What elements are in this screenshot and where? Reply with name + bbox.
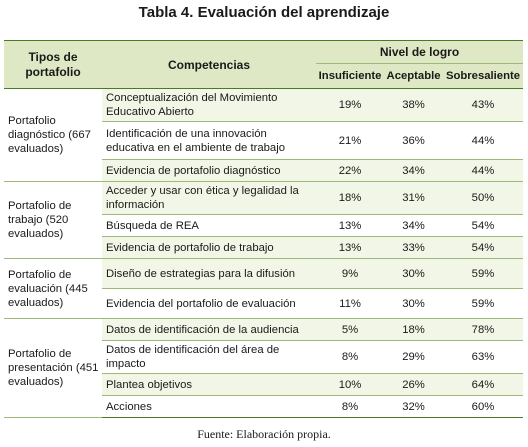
sobresaliente-value-cell: 50% — [442, 181, 523, 215]
insuficiente-value-cell: 22% — [316, 159, 385, 182]
aceptable-value-cell: 26% — [384, 373, 443, 396]
insuficiente-value-cell: 10% — [316, 373, 385, 396]
portfolio-type-cell: Portafolio diagnóstico (667 evaluados) — [4, 88, 102, 182]
table-row: Acciones 8% 32% 60% — [4, 395, 523, 418]
aceptable-value-cell: 33% — [384, 236, 443, 259]
table-row: Identificación de una innovación educati… — [4, 121, 523, 160]
portfolio-type-cell: Portafolio de presentación (451 evaluado… — [4, 318, 102, 418]
table-header-row: Tipos de portafolio Competencias Nivel d… — [4, 40, 523, 89]
table-row: Búsqueda de REA 13% 34% 54% — [4, 214, 523, 237]
insuficiente-value-cell: 5% — [316, 318, 385, 341]
competencia-cell: Acceder y usar con ética y legalidad la … — [102, 181, 316, 215]
competencia-cell: Plantea objetivos — [102, 373, 316, 396]
competencia-cell: Búsqueda de REA — [102, 214, 316, 237]
aceptable-value-cell: 29% — [384, 340, 443, 374]
table-row: Portafolio diagnóstico (667 evaluados) Co… — [4, 88, 523, 182]
header-sobresaliente: Sobresaliente — [442, 63, 523, 89]
table-row: Evidencia de portafolio de trabajo 13% 33%… — [4, 236, 523, 259]
aceptable-value-cell: 30% — [384, 258, 443, 289]
insuficiente-value-cell: 8% — [316, 395, 385, 418]
table-row: Evidencia del portafolio de evaluación 11… — [4, 288, 523, 319]
table-body: Portafolio diagnóstico (667 evaluados) Co… — [4, 88, 523, 418]
sobresaliente-value-cell: 64% — [442, 373, 523, 396]
learning-evaluation-table: Tipos de portafolio Competencias Nivel d… — [4, 40, 523, 418]
insuficiente-value-cell: 19% — [316, 88, 385, 122]
aceptable-value-cell: 36% — [384, 121, 443, 160]
table-title: Tabla 4. Evaluación del aprendizaje — [138, 4, 390, 21]
portfolio-type-cell: Portafolio de evaluación (445 evaluados) — [4, 258, 102, 319]
competencia-cell: Datos de identificación de la audiencia — [102, 318, 316, 341]
competencia-cell: Identificación de una innovación educati… — [102, 121, 316, 160]
aceptable-value-cell: 30% — [384, 288, 443, 319]
competencia-cell: Diseño de estrategias para la difusión — [102, 258, 316, 289]
table-row: Portafolio de presentación (451 evaluado… — [4, 318, 523, 418]
sobresaliente-value-cell: 43% — [442, 88, 523, 122]
header-insuficiente: Insuficiente — [316, 63, 385, 89]
header-competencias: Competencias — [102, 40, 316, 89]
competencia-cell: Datos de identificación del área de impa… — [102, 340, 316, 374]
competencia-cell: Conceptualización del Movimiento Educati… — [102, 88, 316, 122]
aceptable-value-cell: 34% — [384, 159, 443, 182]
sobresaliente-value-cell: 44% — [442, 121, 523, 160]
sobresaliente-value-cell: 78% — [442, 318, 523, 341]
table-source-note: Fuente: Elaboración propia. — [197, 427, 331, 441]
competencia-cell: Evidencia de portafolio de trabajo — [102, 236, 316, 259]
sobresaliente-value-cell: 59% — [442, 258, 523, 289]
insuficiente-value-cell: 13% — [316, 214, 385, 237]
competencia-cell: Evidencia del portafolio de evaluación — [102, 288, 316, 319]
sobresaliente-value-cell: 59% — [442, 288, 523, 319]
aceptable-value-cell: 31% — [384, 181, 443, 215]
table-row: Portafolio de evaluación (445 evaluados)… — [4, 258, 523, 319]
table-subheader-row: Insuficiente Aceptable Sobresaliente — [4, 63, 523, 89]
competencia-cell: Acciones — [102, 395, 316, 418]
portfolio-type-cell: Portafolio de trabajo (520 evaluados) — [4, 181, 102, 259]
insuficiente-value-cell: 18% — [316, 181, 385, 215]
table-row: Plantea objetivos 10% 26% 64% — [4, 373, 523, 396]
sobresaliente-value-cell: 54% — [442, 214, 523, 237]
header-tipos-portafolio: Tipos de portafolio — [4, 40, 102, 89]
sobresaliente-value-cell: 54% — [442, 236, 523, 259]
insuficiente-value-cell: 21% — [316, 121, 385, 160]
header-nivel-logro: Nivel de logro — [316, 40, 523, 64]
insuficiente-value-cell: 8% — [316, 340, 385, 374]
insuficiente-value-cell: 11% — [316, 288, 385, 319]
sobresaliente-value-cell: 60% — [442, 395, 523, 418]
header-aceptable: Aceptable — [384, 63, 443, 89]
table-row: Datos de identificación del área de impa… — [4, 340, 523, 374]
aceptable-value-cell: 18% — [384, 318, 443, 341]
sobresaliente-value-cell: 44% — [442, 159, 523, 182]
table-row: Evidencia de portafolio diagnóstico 22% 34… — [4, 159, 523, 182]
insuficiente-value-cell: 9% — [316, 258, 385, 289]
table-row: Portafolio de trabajo (520 evaluados) Acc… — [4, 181, 523, 259]
sobresaliente-value-cell: 63% — [442, 340, 523, 374]
insuficiente-value-cell: 13% — [316, 236, 385, 259]
competencia-cell: Evidencia de portafolio diagnóstico — [102, 159, 316, 182]
aceptable-value-cell: 38% — [384, 88, 443, 122]
aceptable-value-cell: 32% — [384, 395, 443, 418]
aceptable-value-cell: 34% — [384, 214, 443, 237]
